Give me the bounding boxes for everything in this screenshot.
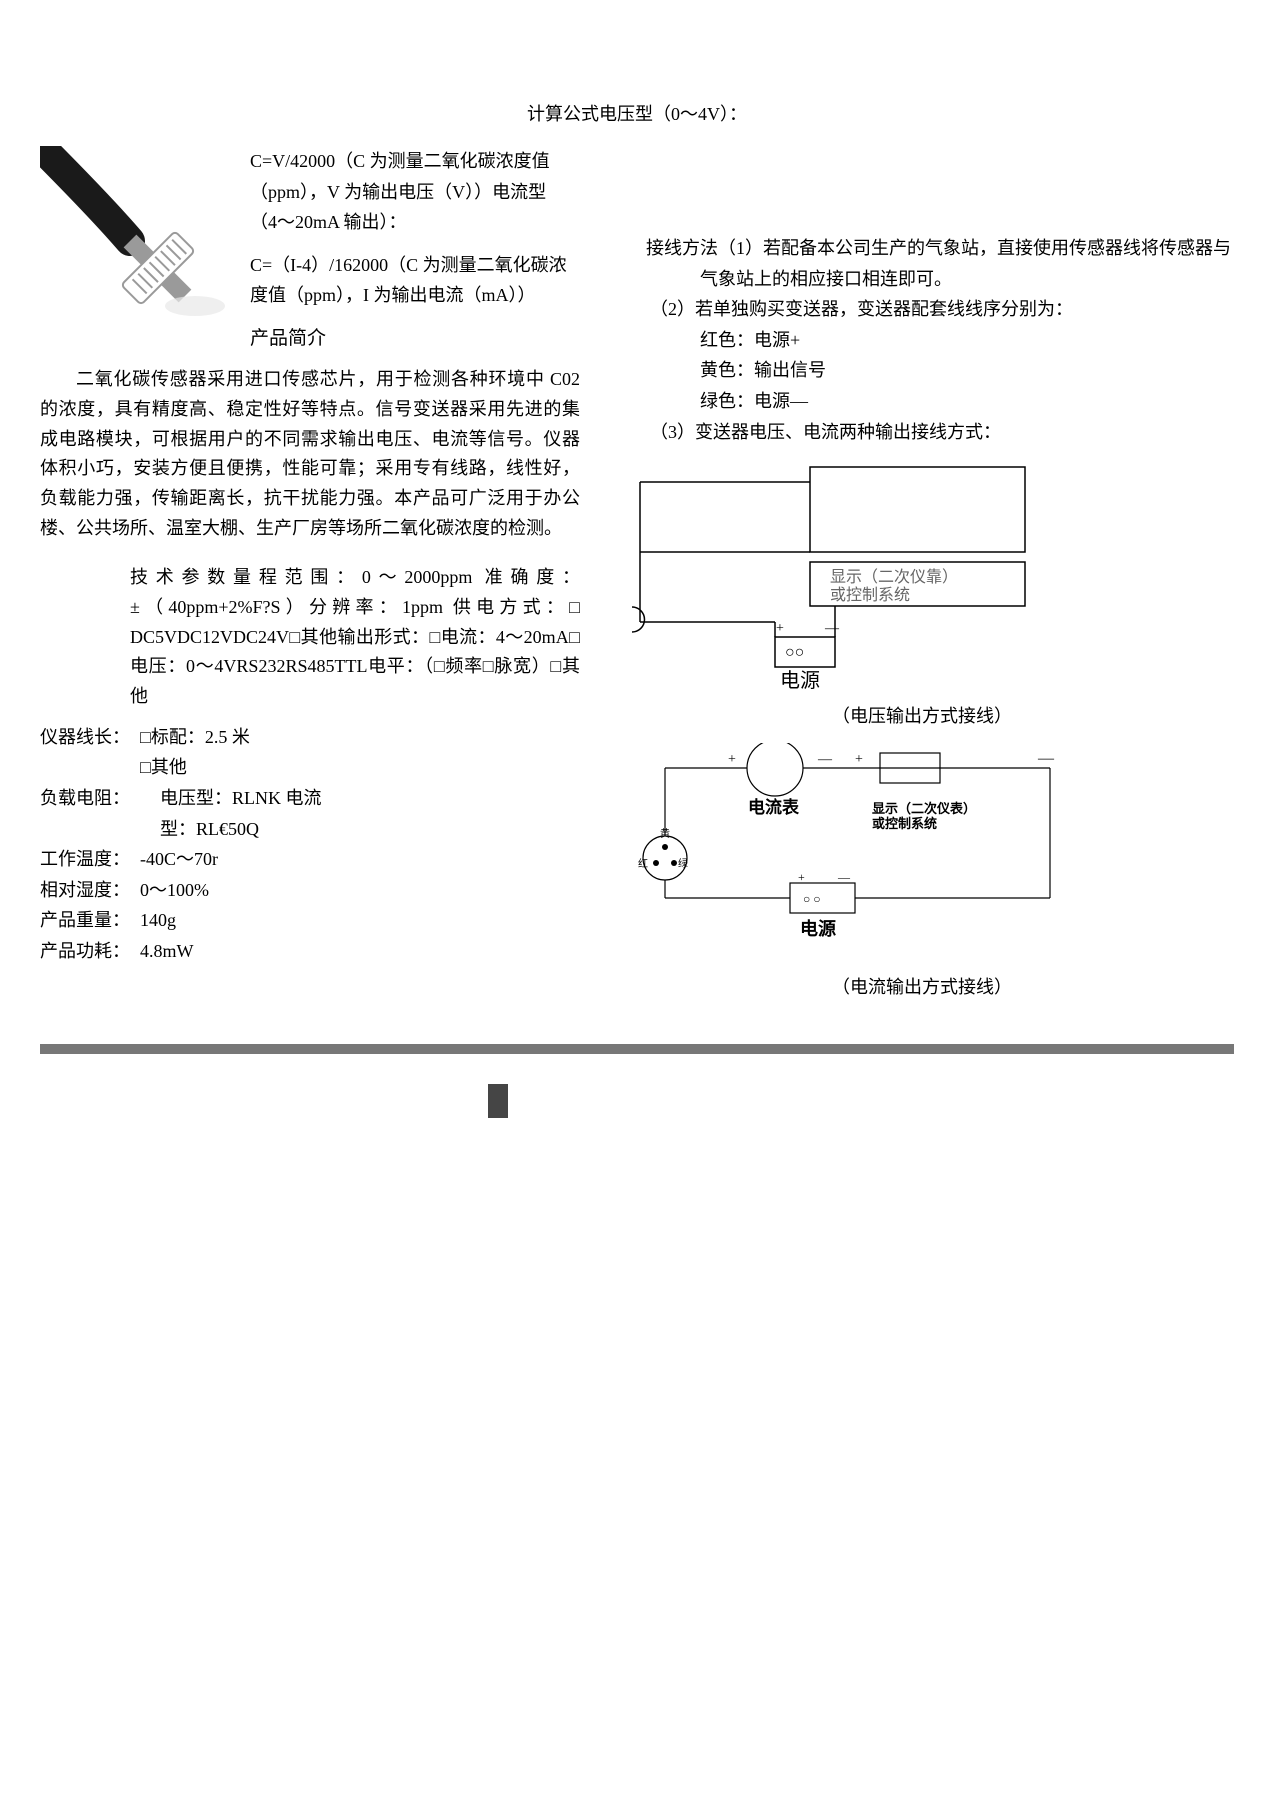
formula-2: C=（I-4）/162000（C 为测量二氧化碳浓度值（ppm），I 为输出电流… (250, 255, 567, 306)
spec-cable-val-1: □标配：2.5 米 (140, 722, 580, 753)
svg-text:—: — (824, 621, 840, 636)
svg-text:显示（二次仪靠）: 显示（二次仪靠） (830, 568, 958, 586)
svg-text:绿: 绿 (678, 857, 688, 870)
wiring-2: （2）若单独购买变送器，变送器配套线线序分别为： (610, 294, 1234, 325)
svg-text:○ ○: ○ ○ (803, 892, 821, 906)
svg-text:—: — (1037, 750, 1055, 767)
svg-text:或控制系统: 或控制系统 (872, 816, 937, 831)
sensor-image (40, 146, 240, 346)
svg-text:○○: ○○ (785, 644, 804, 661)
spec-power-val: 4.8mW (140, 936, 580, 967)
power-label-2: 电源 (800, 918, 836, 939)
svg-text:电流表: 电流表 (748, 797, 800, 817)
spec-load-label: 负载电阻： (40, 783, 140, 814)
spec-cable-label: 仪器线长： (40, 722, 140, 753)
spec-temp-label: 工作温度： (40, 844, 140, 875)
svg-text:红: 红 (638, 857, 648, 870)
dark-marker (488, 1084, 508, 1118)
wiring-green: 绿色：电源— (610, 386, 1234, 417)
caption-voltage: （电压输出方式接线） (610, 702, 1234, 728)
power-label-1: 电源 (780, 669, 820, 692)
divider-bar (40, 1044, 1234, 1054)
svg-text:—: — (817, 752, 833, 767)
spec-humid-label: 相对湿度： (40, 875, 140, 906)
spec-temp-val: -40C〜70r (140, 844, 580, 875)
spec-load-val-2: 型：RL€50Q (140, 814, 580, 845)
svg-text:—: — (837, 870, 851, 884)
voltage-diagram: 显示（二次仪靠） 或控制系统 ○○ + — 电源 (630, 462, 1234, 692)
tech-params: 技术参数量程范围：0〜2000ppm 准确度：±（40ppm+2%F?S）分辨率… (40, 563, 580, 711)
wiring-1: 接线方法（1）若配备本公司生产的气象站，直接使用传感器线将传感器与气象站上的相应… (610, 233, 1234, 294)
svg-text:+: + (855, 752, 863, 767)
caption-current: （电流输出方式接线） (610, 973, 1234, 999)
svg-text:+: + (728, 752, 736, 767)
spec-weight-label: 产品重量： (40, 905, 140, 936)
spec-power-label: 产品功耗： (40, 936, 140, 967)
svg-text:+: + (798, 870, 805, 884)
wiring-yellow: 黄色：输出信号 (610, 355, 1234, 386)
current-diagram: + — + — 电流表 显示（二次仪表） 或控制系统 (630, 743, 1234, 963)
spec-weight-val: 140g (140, 905, 580, 936)
svg-text:黄: 黄 (660, 827, 670, 840)
formula-1: C=V/42000（C 为测量二氧化碳浓度值（ppm），V 为输出电压（V））电… (250, 151, 550, 232)
svg-text:或控制系统: 或控制系统 (830, 586, 910, 604)
spec-cable-val-2: □其他 (140, 752, 580, 783)
intro-body: 二氧化碳传感器采用进口传感芯片，用于检测各种环境中 C02 的浓度，具有精度高、… (40, 365, 580, 543)
formula-title: 计算公式电压型（0〜4V）： (40, 100, 1234, 126)
spec-humid-val: 0〜100% (140, 875, 580, 906)
spec-table: 仪器线长： □标配：2.5 米 □其他 负载电阻： 电压型：RLNK 电流 型：… (40, 722, 580, 967)
svg-text:+: + (776, 621, 784, 636)
svg-text:显示（二次仪表）: 显示（二次仪表） (872, 801, 976, 816)
spec-load-val-1: 电压型：RLNK 电流 (140, 783, 580, 814)
wiring-3: （3）变送器电压、电流两种输出接线方式： (610, 417, 1234, 448)
wiring-red: 红色：电源+ (610, 325, 1234, 356)
